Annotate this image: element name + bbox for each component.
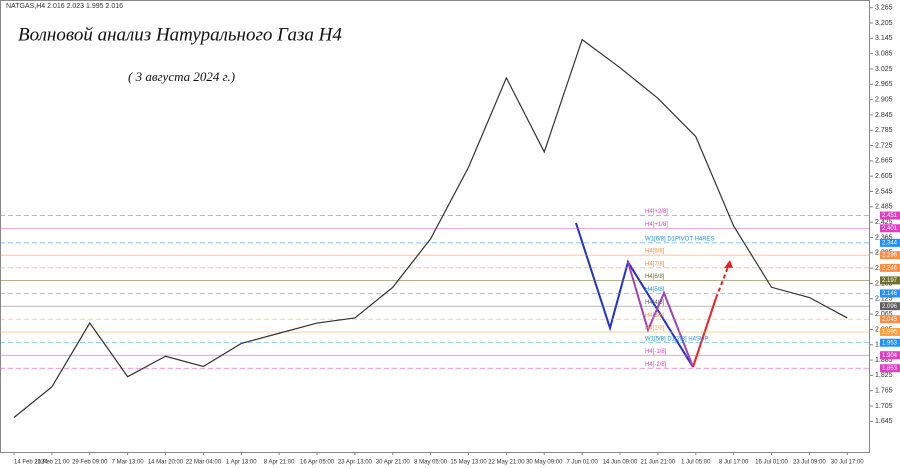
x-tick-label: 30 Apr 21:00 — [376, 460, 411, 466]
level-tag-label: 2.146 — [882, 291, 898, 297]
x-tick-label: 29 Feb 09:00 — [72, 460, 108, 466]
y-tick-label: 3.205 — [875, 20, 893, 27]
level-label: W1[5/8] D1[2/8] H4SUP — [645, 336, 708, 342]
y-tick-label: 2.425 — [875, 219, 893, 226]
x-tick-label: 22 Mar 04:00 — [186, 460, 222, 466]
y-tick-label: 2.785 — [875, 127, 893, 134]
x-tick-label: 1 Apr 13:00 — [226, 460, 257, 466]
level-tag-label: 2.045 — [882, 317, 898, 323]
level-label: H4[7/8] — [645, 261, 665, 267]
level-tag — [880, 211, 900, 220]
wave-purple — [627, 261, 694, 368]
chart-subtitle: ( 3 августа 2024 г.) — [128, 69, 235, 84]
level-label: H4[3/8] — [645, 313, 665, 319]
level-tag-label: 1.953 — [882, 340, 898, 346]
x-tick-label: 1 Jul 05:00 — [681, 460, 711, 466]
level-label: H4[4/8] — [645, 300, 665, 306]
y-tick-label: 2.365 — [875, 234, 893, 241]
level-label: H4[-1/8] — [645, 349, 667, 355]
y-tick-label: 2.065 — [875, 311, 893, 318]
y-tick-label: 2.845 — [875, 112, 893, 119]
x-tick-label: 22 May 21:00 — [488, 460, 525, 466]
arrow-head — [724, 260, 733, 268]
y-tick-label: 2.485 — [875, 204, 893, 211]
level-label: H4[8/8] — [645, 249, 665, 255]
plot-frame — [0, 0, 870, 453]
level-label: H4[+2/8] — [645, 209, 668, 215]
x-tick-label: 8 May 05:00 — [414, 460, 448, 466]
y-tick-label: 2.545 — [875, 188, 893, 195]
x-tick-label: 21 Jun 21:00 — [641, 460, 676, 466]
y-tick-label: 3.145 — [875, 35, 893, 42]
x-tick-label: 16 Jul 01:00 — [755, 460, 788, 466]
level-label: H4[+1/8] — [645, 222, 668, 228]
level-tag-label: 2.246 — [882, 265, 898, 271]
level-label: H4[6/8] — [645, 274, 665, 280]
y-tick-label: 2.965 — [875, 81, 893, 88]
level-label: W1[6/8] D1PIVOT H4RES — [645, 236, 715, 242]
level-tag-label: 1.904 — [882, 353, 898, 359]
x-tick-label: 21 Feb 21:00 — [34, 460, 70, 466]
y-tick-label: 1.885 — [875, 357, 893, 364]
x-tick-label: 15 May 13:00 — [450, 460, 487, 466]
y-tick-label: 3.265 — [875, 5, 893, 12]
x-tick-label: 14 Feb 2024 — [14, 460, 48, 466]
x-tick-label: 7 Jun 01:00 — [566, 460, 598, 466]
level-label: H4[2/8] — [645, 326, 665, 332]
level-tag — [880, 276, 900, 285]
x-tick-label: 16 Apr 05:00 — [300, 460, 335, 466]
level-tag-label: 2.296 — [882, 253, 898, 259]
y-tick-label: 2.665 — [875, 158, 893, 165]
x-tick-label: 30 May 09:00 — [526, 460, 563, 466]
y-tick-label: 2.725 — [875, 142, 893, 149]
level-tag-label: 2.197 — [882, 278, 898, 284]
level-tag — [880, 289, 900, 298]
level-tag-label: 1.853 — [882, 366, 898, 372]
wave-blue — [575, 222, 694, 368]
y-tick-label: 1.705 — [875, 403, 893, 410]
level-label: H4[5/8] — [645, 287, 665, 293]
y-tick-label: 2.605 — [875, 173, 893, 180]
chart-title: Волновой анализ Натурального Газа H4 — [18, 24, 342, 45]
level-tag — [880, 263, 900, 272]
y-tick-label: 2.125 — [875, 296, 893, 303]
level-tag-label: 2.451 — [882, 213, 898, 219]
y-tick-label: 1.825 — [875, 372, 893, 379]
level-tag — [880, 302, 900, 311]
x-tick-label: 30 Jul 17:00 — [831, 460, 864, 466]
level-tag — [880, 351, 900, 360]
level-tag — [880, 251, 900, 260]
wave-red — [692, 297, 717, 368]
level-tag — [880, 315, 900, 324]
level-tag — [880, 224, 900, 233]
y-tick-label: 1.645 — [875, 418, 893, 425]
level-tag-label: 1.995 — [882, 330, 898, 336]
x-tick-label: 23 Jul 09:00 — [793, 460, 826, 466]
level-tag-label: 2.344 — [882, 240, 898, 246]
level-tag — [880, 364, 900, 373]
y-tick-label: 3.085 — [875, 50, 893, 57]
y-tick-label: 2.905 — [875, 96, 893, 103]
wave-annotations — [575, 222, 733, 368]
y-tick-label: 1.765 — [875, 388, 893, 395]
level-tag-label: 2.096 — [882, 304, 898, 310]
x-tick-label: 7 Mar 13:00 — [112, 460, 145, 466]
x-tick-label: 23 Apr 13:00 — [338, 460, 373, 466]
y-tick-label: 3.025 — [875, 66, 893, 73]
x-tick-label: 14 Jun 09:00 — [603, 460, 638, 466]
price-line — [13, 38, 848, 418]
level-tag — [880, 327, 900, 336]
x-tick-label: 14 Mar 20:00 — [148, 460, 184, 466]
level-label: H4[-2/8] — [645, 362, 667, 368]
header: NATGAS,H4 2.016 2.023 1.995 2.016 — [6, 3, 123, 10]
level-tag — [880, 238, 900, 247]
x-tick-label: 8 Jul 17:00 — [719, 460, 749, 466]
x-tick-label: 8 Apr 21:00 — [264, 460, 295, 466]
level-tag — [880, 338, 900, 347]
level-tag-label: 2.401 — [882, 226, 898, 232]
